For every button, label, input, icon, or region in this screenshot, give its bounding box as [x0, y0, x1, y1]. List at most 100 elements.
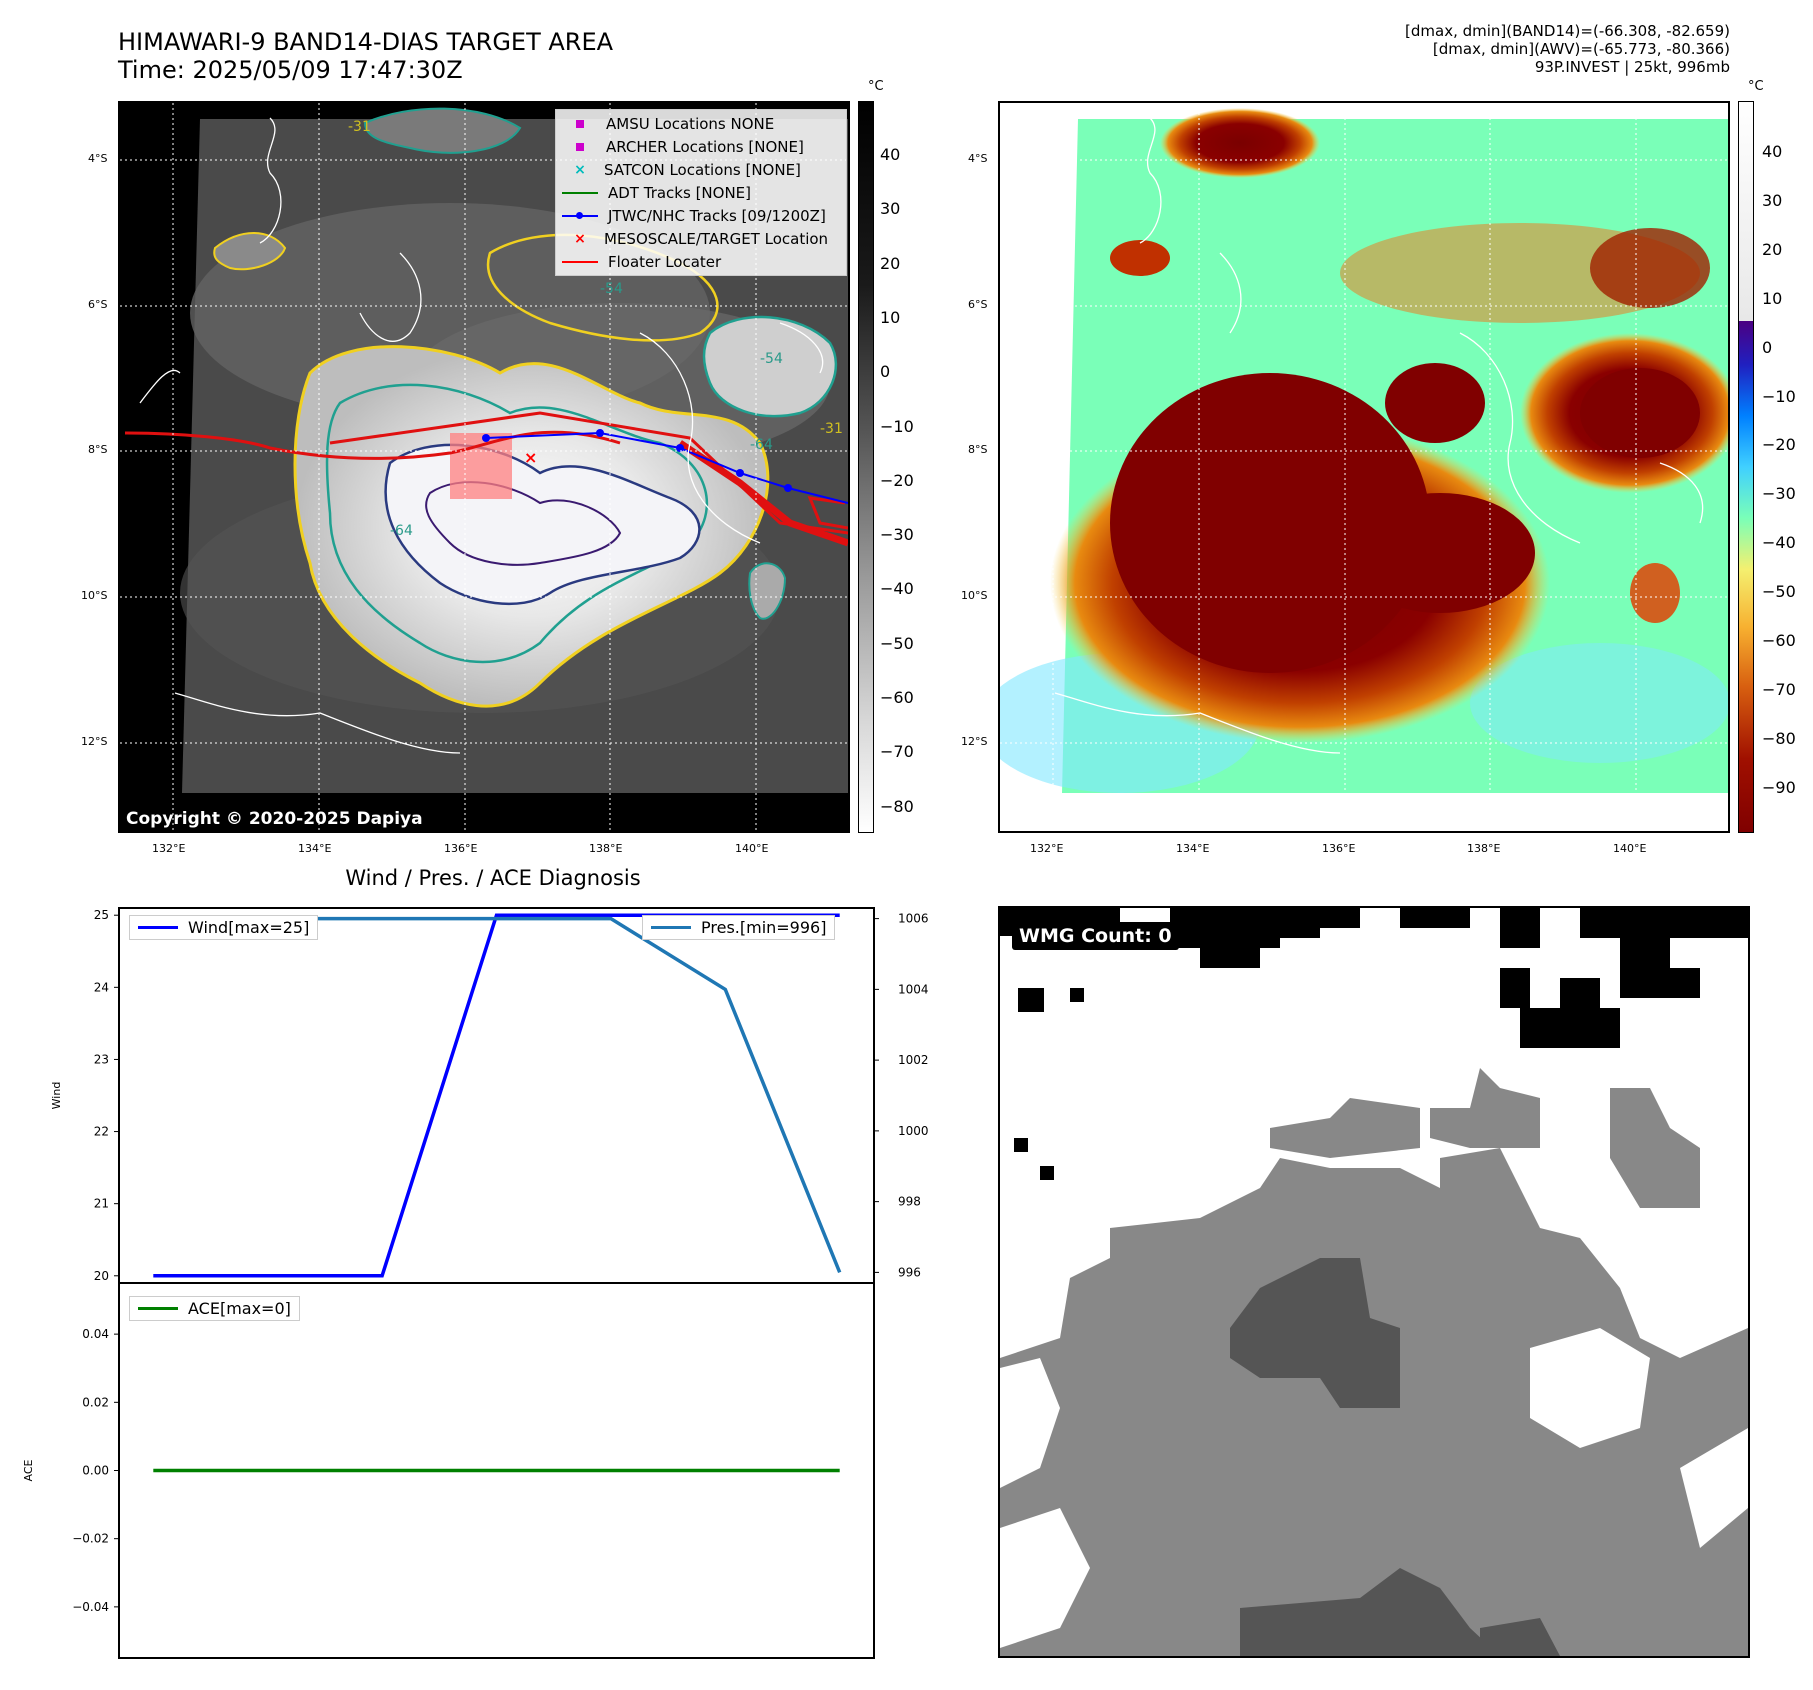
chart-timestamp: Time: 2025/05/09 17:47:30Z — [118, 56, 463, 84]
colorbar-right-tick-label: 10 — [1762, 288, 1783, 308]
ir-map-panel: × -31 -54 -64 -64 -54 -31 AMSU Locations… — [118, 101, 850, 833]
colorbar-left-tick-label: −60 — [880, 688, 914, 707]
legend-label: Floater Locater — [608, 252, 722, 271]
lon-label: 134°E — [1176, 842, 1210, 855]
pressure-tick-label: 998 — [898, 1195, 921, 1209]
legend-entry-adt: ADT Tracks [NONE] — [556, 181, 846, 204]
contour-label: -31 — [348, 119, 371, 135]
wmg-count-badge: WMG Count: 0 — [1012, 922, 1179, 950]
legend-label: SATCON Locations [NONE] — [604, 160, 801, 179]
pressure-series-line — [153, 916, 842, 1274]
colorbar-left-tick-label: −20 — [880, 470, 914, 490]
wind-pressure-panel: 25 24 23 22 21 20 1006 1004 1002 1000 998 996 Wind Pr… — [50, 907, 950, 1284]
colorbar-left-tick-label: −50 — [880, 633, 914, 653]
colorbar-right-tick-label: 0 — [1762, 337, 1773, 357]
line-dot-marker-icon — [562, 211, 598, 221]
legend-label: ARCHER Locations [NONE] — [606, 137, 804, 156]
colorbar-right-tick-label: −10 — [1762, 386, 1796, 406]
awv-map-panel — [998, 101, 1730, 833]
legend-entry-amsu: AMSU Locations NONE — [556, 112, 846, 135]
colorbar-right-tick-label: −50 — [1762, 582, 1796, 602]
colorbar-right-tick-label: 20 — [1762, 239, 1783, 259]
wind-tick-label: 23 — [94, 1052, 109, 1066]
colorbar-right-tick-label: −40 — [1762, 533, 1796, 553]
colorbar-right-tick-label: −70 — [1762, 679, 1796, 699]
colorbar-right-tick-label: 40 — [1762, 142, 1783, 161]
contour-label: -31 — [820, 421, 843, 437]
contour-label: -54 — [760, 351, 783, 367]
lon-label: 136°E — [1322, 842, 1356, 855]
wmg-image — [1000, 908, 1748, 1656]
colorbar-left-tick-label: −30 — [880, 525, 914, 545]
pressure-tick-label: 1002 — [898, 1053, 929, 1067]
colorbar-left-tick-label: −40 — [880, 579, 914, 599]
legend-entry-target: × MESOSCALE/TARGET Location — [556, 227, 846, 250]
awv-range: [dmax, dmin](AWV)=(-65.773, -80.366) — [1432, 40, 1730, 58]
lat-label: 12°S — [961, 735, 988, 748]
lat-label: 10°S — [961, 589, 988, 602]
wind-tick-label: 21 — [94, 1197, 109, 1211]
wind-series-line — [153, 913, 840, 1278]
legend-entry-satcon: × SATCON Locations [NONE] — [556, 158, 846, 181]
colorbar-left-tick-label: −70 — [880, 742, 914, 762]
wind-tick-label: 22 — [94, 1125, 109, 1139]
colorbar-left-tick-label: −10 — [880, 416, 914, 436]
colorbar-unit: °C — [868, 79, 884, 94]
wind-legend: Wind[max=25] — [129, 915, 319, 940]
colorbar-left-tick-label: 40 — [880, 145, 901, 164]
line-marker-icon — [651, 926, 691, 929]
pressure-tick-label: 996 — [898, 1265, 921, 1279]
pressure-tick-label: 1006 — [898, 912, 929, 926]
ace-tick-label: 0.04 — [82, 1327, 109, 1341]
pressure-axis-label: Pressure — [948, 1072, 950, 1119]
contour-label: -64 — [750, 437, 773, 453]
ace-tick-label: 0.00 — [82, 1464, 109, 1478]
ace-legend: ACE[max=0] — [129, 1296, 300, 1321]
line-marker-icon — [138, 926, 178, 929]
lon-label: 140°E — [735, 842, 769, 855]
colorbar-left-tick-label: 20 — [880, 253, 901, 273]
wind-axis-label: Wind — [50, 1082, 63, 1110]
legend-label: ADT Tracks [NONE] — [608, 183, 752, 202]
square-marker-icon — [576, 119, 584, 128]
wind-panel-frame — [118, 907, 875, 1284]
copyright-text: Copyright © 2020-2025 Dapiya — [126, 809, 423, 829]
colorbar-left-tick-label: 30 — [880, 199, 901, 219]
pressure-tick-label: 1000 — [898, 1124, 929, 1138]
ace-tick-label: 0.02 — [82, 1395, 109, 1409]
legend-label: MESOSCALE/TARGET Location — [604, 229, 829, 248]
colorbar-left-tick-label: 10 — [880, 307, 901, 327]
lat-label: 6°S — [88, 298, 108, 311]
target-location-marker: × — [524, 448, 537, 467]
square-marker-icon — [576, 142, 584, 151]
contour-label: -64 — [390, 523, 413, 539]
colorbar-left — [858, 101, 874, 833]
lon-label: 134°E — [298, 842, 332, 855]
awv-map-image — [1000, 103, 1728, 831]
wind-tick-label: 20 — [94, 1269, 109, 1283]
colorbar-right-tick-label: −30 — [1762, 484, 1796, 504]
chart-title: HIMAWARI-9 BAND14-DIAS TARGET AREA — [118, 28, 614, 56]
legend-label: JTWC/NHC Tracks [09/1200Z] — [608, 206, 826, 225]
legend-entry-archer: ARCHER Locations [NONE] — [556, 135, 846, 158]
colorbar-left-tick-label: 0 — [880, 362, 891, 382]
lon-label: 138°E — [589, 842, 623, 855]
colorbar-right-tick-label: 30 — [1762, 190, 1783, 210]
line-marker-icon — [562, 260, 598, 263]
lat-label: 6°S — [968, 298, 988, 311]
ace-tick-label: −0.04 — [72, 1600, 109, 1614]
legend-entry-jtwc: JTWC/NHC Tracks [09/1200Z] — [556, 204, 846, 227]
legend-label: AMSU Locations NONE — [606, 114, 775, 133]
lon-label: 136°E — [444, 842, 478, 855]
legend-entry-floater: Floater Locater — [556, 250, 846, 273]
x-marker-icon: × — [574, 161, 586, 178]
contour-label: -54 — [600, 281, 623, 297]
lat-label: 8°S — [88, 443, 108, 456]
x-marker-icon: × — [574, 230, 586, 247]
ace-axis-label: ACE — [22, 1459, 35, 1481]
lat-label: 12°S — [81, 735, 108, 748]
ace-panel: 0.04 0.02 0.00 −0.02 −0.04 ACE — [22, 1282, 875, 1659]
pressure-legend: Pres.[min=996] — [642, 915, 836, 940]
lon-label: 132°E — [152, 842, 186, 855]
lon-label: 132°E — [1030, 842, 1064, 855]
